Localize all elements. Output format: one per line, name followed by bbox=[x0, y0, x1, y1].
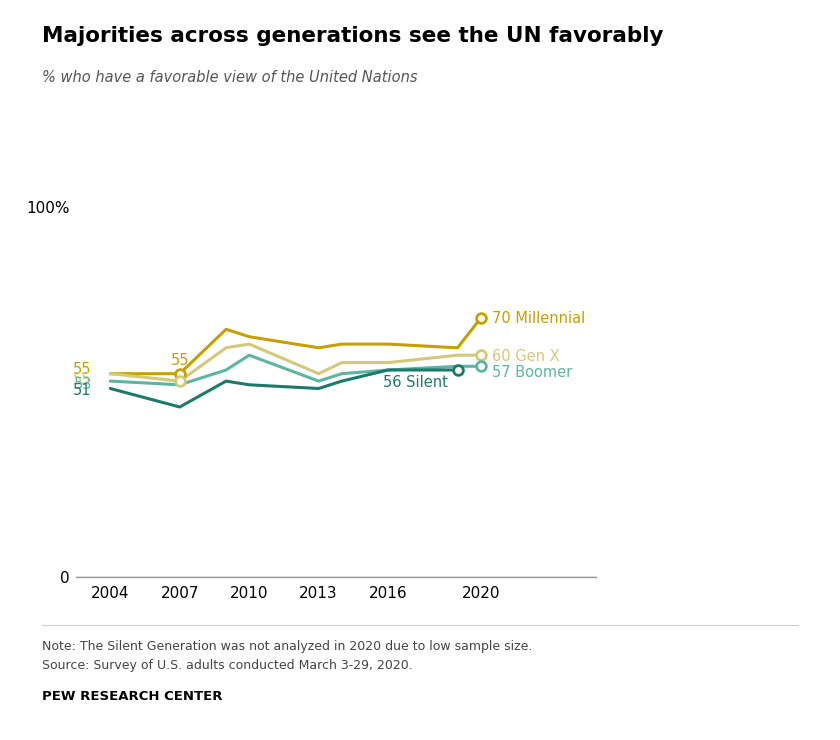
Text: 55: 55 bbox=[171, 353, 189, 369]
Text: PEW RESEARCH CENTER: PEW RESEARCH CENTER bbox=[42, 690, 223, 703]
Text: Source: Survey of U.S. adults conducted March 3-29, 2020.: Source: Survey of U.S. adults conducted … bbox=[42, 659, 412, 672]
Text: 70 Millennial: 70 Millennial bbox=[492, 311, 585, 326]
Text: Majorities across generations see the UN favorably: Majorities across generations see the UN… bbox=[42, 26, 664, 46]
Text: 56 Silent: 56 Silent bbox=[383, 375, 449, 391]
Text: 55: 55 bbox=[73, 363, 92, 377]
Text: Note: The Silent Generation was not analyzed in 2020 due to low sample size.: Note: The Silent Generation was not anal… bbox=[42, 640, 533, 653]
Text: 55: 55 bbox=[73, 371, 92, 387]
Text: 53: 53 bbox=[73, 377, 92, 391]
Text: 60 Gen X: 60 Gen X bbox=[492, 349, 560, 364]
Text: % who have a favorable view of the United Nations: % who have a favorable view of the Unite… bbox=[42, 70, 417, 85]
Text: 51: 51 bbox=[73, 383, 92, 398]
Text: 57 Boomer: 57 Boomer bbox=[492, 366, 573, 380]
